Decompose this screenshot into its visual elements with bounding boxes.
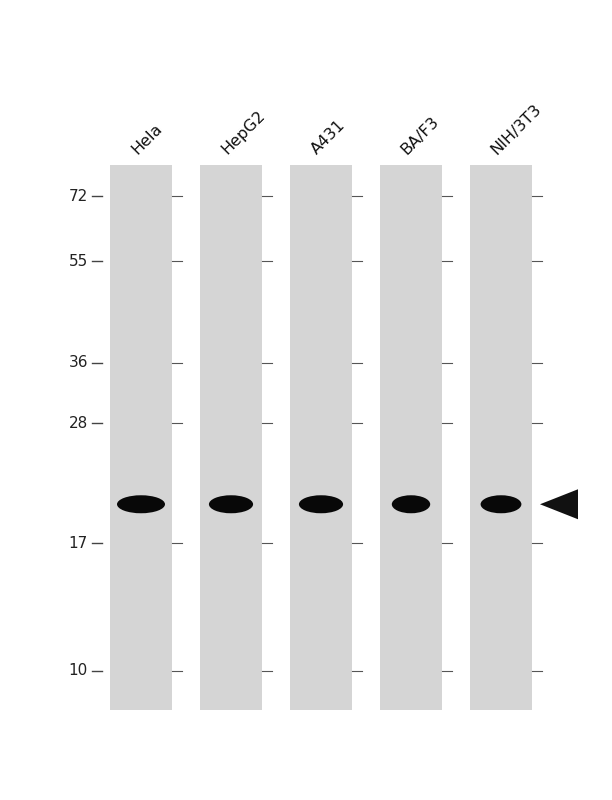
Bar <box>470 165 532 710</box>
Text: BA/F3: BA/F3 <box>398 114 442 157</box>
Text: 17: 17 <box>69 536 88 551</box>
Ellipse shape <box>299 495 343 514</box>
Bar <box>110 165 172 710</box>
Text: 36: 36 <box>69 355 88 370</box>
Text: 72: 72 <box>69 189 88 204</box>
Bar <box>200 165 262 710</box>
Text: 55: 55 <box>69 254 88 269</box>
Ellipse shape <box>209 495 253 514</box>
Text: A431: A431 <box>308 117 348 157</box>
Ellipse shape <box>392 495 430 514</box>
Text: HepG2: HepG2 <box>218 108 267 157</box>
Polygon shape <box>540 490 578 519</box>
Text: Hela: Hela <box>129 121 165 157</box>
Text: 28: 28 <box>69 416 88 431</box>
Ellipse shape <box>480 495 521 514</box>
Bar <box>380 165 442 710</box>
Ellipse shape <box>117 495 165 514</box>
Bar <box>290 165 352 710</box>
Text: NIH/3T3: NIH/3T3 <box>488 101 545 157</box>
Text: 10: 10 <box>69 663 88 678</box>
